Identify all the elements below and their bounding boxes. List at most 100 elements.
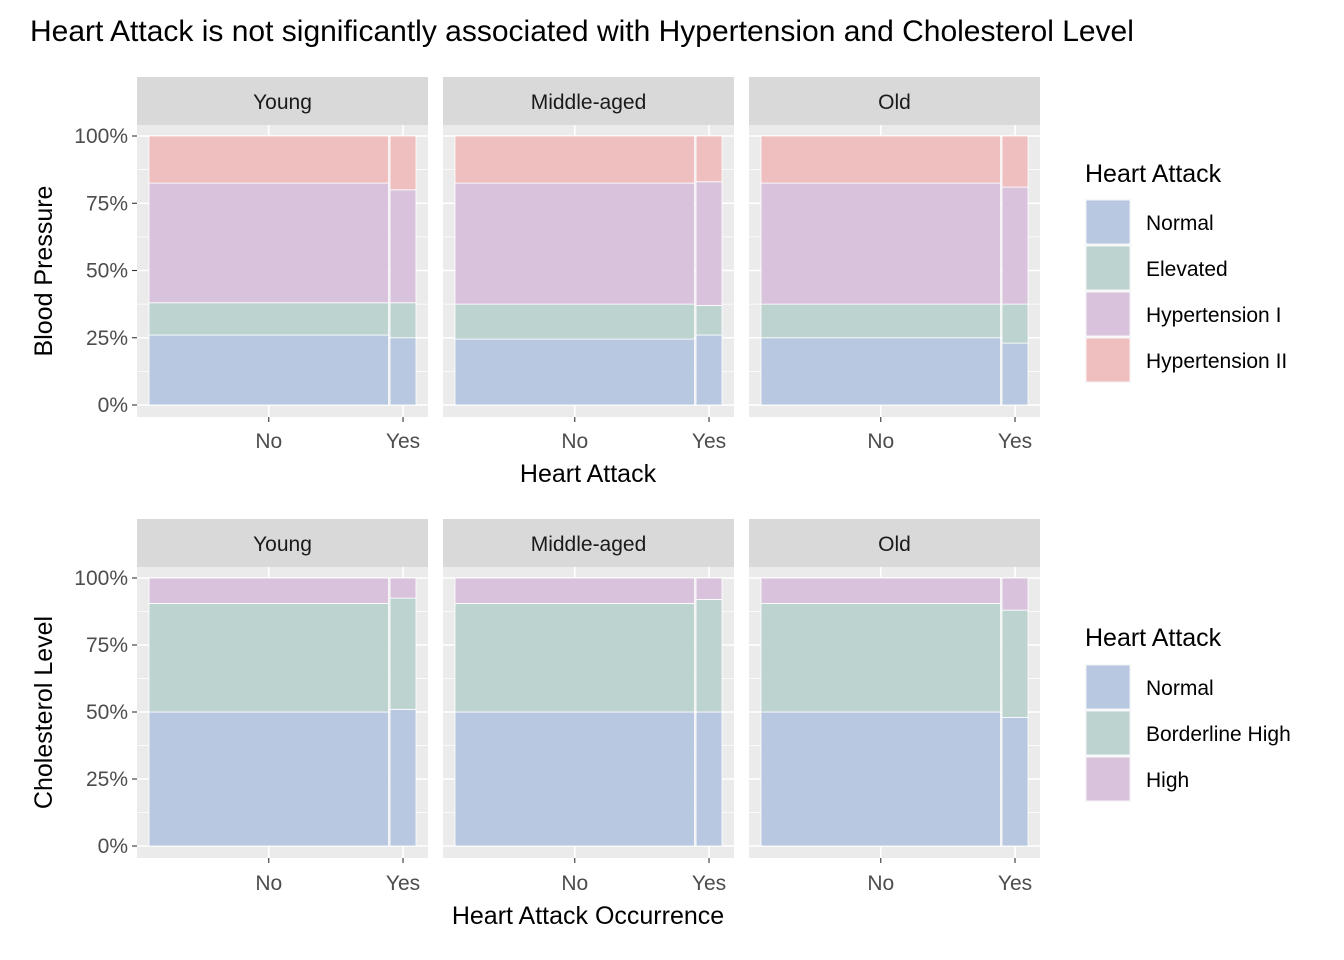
mosaic-segment-no-hypertension-ii	[454, 135, 695, 184]
x-tick-label: Yes	[692, 430, 726, 453]
legend-swatch	[1085, 710, 1131, 756]
mosaic-segment-no-high	[760, 577, 1001, 604]
mosaic-segment-no-hypertension-i	[148, 182, 389, 304]
y-axis-title: Cholesterol Level	[30, 616, 58, 809]
y-tick-label: 100%	[74, 567, 128, 590]
facet-strip	[749, 519, 1040, 567]
y-tick-label: 50%	[86, 701, 128, 724]
mosaic-segment-no-normal	[454, 338, 695, 406]
mosaic-segment-no-hypertension-ii	[760, 135, 1001, 184]
mosaic-segment-yes-borderline-high	[1001, 609, 1029, 718]
mosaic-segment-yes-normal	[1001, 716, 1029, 847]
mosaic-segment-yes-normal	[389, 708, 417, 847]
facet-strip	[137, 77, 428, 125]
chart-row-1: Young No Yes Middle-aged No Yes Old No Yes 0% 25% 5…	[30, 77, 1287, 488]
mosaic-segment-no-hypertension-i	[454, 182, 695, 305]
facet-strip	[137, 519, 428, 567]
mosaic-segment-yes-hypertension-ii	[389, 135, 417, 191]
mosaic-segment-yes-normal	[695, 711, 723, 847]
mosaic-segment-yes-borderline-high	[695, 599, 723, 713]
facet-panel-young: Young No Yes	[137, 77, 428, 453]
x-tick-label: No	[255, 872, 282, 895]
mosaic-segment-no-elevated	[148, 302, 389, 336]
facet-panel-middle-aged: Middle-aged No Yes	[443, 519, 734, 895]
mosaic-segment-yes-elevated	[1001, 303, 1029, 344]
legend-label: Normal	[1146, 677, 1214, 700]
legend-label: Elevated	[1146, 258, 1228, 281]
x-tick-label: Yes	[386, 430, 420, 453]
mosaic-segment-yes-hypertension-i	[1001, 186, 1029, 305]
facet-strip	[749, 77, 1040, 125]
x-tick-label: No	[867, 872, 894, 895]
mosaic-segment-yes-hypertension-ii	[1001, 135, 1029, 188]
y-tick-label: 100%	[74, 125, 128, 148]
legend-label: High	[1146, 769, 1189, 792]
mosaic-segment-no-elevated	[454, 303, 695, 340]
y-tick-label: 75%	[86, 634, 128, 657]
mosaic-segment-yes-normal	[695, 334, 723, 406]
legend-label: Hypertension I	[1146, 304, 1281, 327]
mosaic-segment-no-normal	[148, 334, 389, 406]
facet-label: Young	[253, 91, 312, 114]
mosaic-segment-no-hypertension-i	[760, 182, 1001, 305]
chart-row-2: Young No Yes Middle-aged No Yes Old No Yes 0% 25% 5…	[30, 519, 1291, 930]
legend-title: Heart Attack	[1085, 160, 1222, 188]
mosaic-segment-no-high	[148, 577, 389, 604]
legend-label: Normal	[1146, 212, 1214, 235]
mosaic-segment-yes-elevated	[389, 302, 417, 339]
legend-swatch	[1085, 664, 1131, 710]
legend: Heart Attack Normal Borderline High High	[1085, 624, 1291, 802]
mosaic-segment-yes-normal	[1001, 342, 1029, 406]
mosaic-segment-no-borderline-high	[454, 603, 695, 713]
x-axis-title: Heart Attack	[520, 460, 657, 488]
legend-label: Hypertension II	[1146, 350, 1287, 373]
chart-title: Heart Attack is not significantly associ…	[30, 15, 1134, 48]
x-tick-label: Yes	[998, 872, 1032, 895]
mosaic-segment-no-borderline-high	[760, 603, 1001, 713]
legend-swatch	[1085, 245, 1131, 291]
y-tick-label: 50%	[86, 260, 128, 283]
mosaic-segment-yes-borderline-high	[389, 597, 417, 710]
mosaic-segment-yes-high	[695, 577, 723, 600]
y-tick-label: 0%	[98, 394, 128, 417]
mosaic-segment-no-elevated	[760, 303, 1001, 339]
facet-panel-young: Young No Yes	[137, 519, 428, 895]
facet-label: Young	[253, 533, 312, 556]
y-axis-title: Blood Pressure	[30, 186, 58, 357]
legend-label: Borderline High	[1146, 723, 1291, 746]
mosaic-segment-yes-normal	[389, 337, 417, 406]
y-tick-label: 0%	[98, 835, 128, 858]
mosaic-segment-yes-high	[1001, 577, 1029, 611]
y-tick-label: 25%	[86, 327, 128, 350]
facet-label: Old	[878, 533, 911, 556]
y-tick-label: 25%	[86, 768, 128, 791]
mosaic-segment-yes-hypertension-i	[695, 181, 723, 306]
mosaic-segment-no-normal	[148, 711, 389, 847]
mosaic-segment-yes-high	[389, 577, 417, 599]
facet-panel-old: Old No Yes	[749, 77, 1040, 453]
facet-strip	[443, 519, 734, 567]
mosaic-segment-yes-elevated	[695, 305, 723, 336]
facet-label: Old	[878, 91, 911, 114]
mosaic-segment-yes-hypertension-ii	[695, 135, 723, 183]
facet-strip	[443, 77, 734, 125]
x-tick-label: No	[561, 430, 588, 453]
x-tick-label: No	[255, 430, 282, 453]
mosaic-segment-no-normal	[760, 711, 1001, 847]
facet-panel-middle-aged: Middle-aged No Yes	[443, 77, 734, 453]
legend-swatch	[1085, 337, 1131, 383]
y-tick-label: 75%	[86, 192, 128, 215]
x-tick-label: Yes	[386, 872, 420, 895]
legend-swatch	[1085, 756, 1131, 802]
mosaic-segment-no-high	[454, 577, 695, 604]
mosaic-segment-no-borderline-high	[148, 603, 389, 713]
facet-label: Middle-aged	[531, 533, 647, 556]
legend-swatch	[1085, 199, 1131, 245]
mosaic-segment-no-normal	[454, 711, 695, 847]
x-tick-label: No	[867, 430, 894, 453]
legend-swatch	[1085, 291, 1131, 337]
facet-label: Middle-aged	[531, 91, 647, 114]
facet-panel-old: Old No Yes	[749, 519, 1040, 895]
mosaic-segment-no-hypertension-ii	[148, 135, 389, 184]
